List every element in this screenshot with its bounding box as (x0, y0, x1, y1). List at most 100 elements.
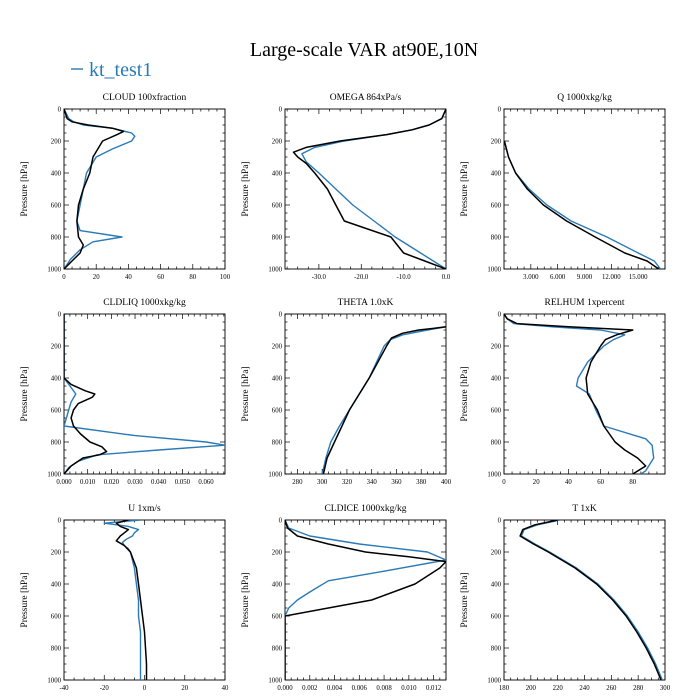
x-tick-label: 60 (597, 479, 604, 486)
series-line-kt-test1 (64, 109, 136, 269)
y-tick-label: 200 (272, 139, 283, 146)
series-line-reference (292, 109, 446, 269)
plot-frame (284, 313, 447, 475)
y-tick-label: 1000 (268, 678, 282, 685)
x-tick-label: 0.000 (56, 479, 72, 486)
y-tick-label: 200 (491, 550, 502, 557)
y-axis-label: Pressure [hPa] (241, 572, 251, 627)
y-tick-label: 200 (51, 550, 62, 557)
y-tick-label: 600 (272, 408, 283, 415)
x-tick-label: 0.020 (104, 479, 120, 486)
y-axis-label: Pressure [hPa] (241, 161, 251, 216)
y-tick-label: 1000 (487, 267, 501, 274)
y-tick-label: 400 (272, 376, 283, 383)
y-tick-label: 200 (491, 344, 502, 351)
y-tick-label: 0 (279, 518, 283, 525)
x-tick-label: 0.008 (376, 685, 392, 692)
x-tick-label: 20 (93, 274, 100, 281)
series-line-kt-test1 (520, 520, 663, 680)
x-tick-label: 0 (143, 685, 147, 692)
x-tick-label: 380 (416, 479, 427, 486)
y-tick-label: 800 (51, 646, 62, 653)
x-tick-label: 0.002 (302, 685, 318, 692)
panel-title: U 1xm/s (128, 504, 161, 514)
y-tick-label: 0 (279, 107, 283, 114)
x-tick-label: -40 (59, 685, 69, 692)
x-tick-label: 0.060 (198, 479, 214, 486)
x-tick-label: 180 (499, 685, 510, 692)
x-tick-label: 240 (579, 685, 590, 692)
chart-panel-8: CLDICE 1000xkg/kg Pressure [hPa] 0 200 400 60… (241, 504, 447, 692)
y-axis-label: Pressure [hPa] (460, 161, 470, 216)
x-tick-label: 80 (629, 479, 636, 486)
y-tick-label: 400 (51, 582, 62, 589)
x-tick-label: 300 (317, 479, 328, 486)
y-tick-label: 400 (491, 171, 502, 178)
x-tick-label: -30.0 (312, 274, 327, 281)
plot-frame (503, 519, 666, 681)
x-tick-label: 0.004 (327, 685, 343, 692)
chart-panel-4: CLDLIQ 1000xkg/kg Pressure [hPa] 0 200 400 60… (20, 298, 226, 486)
y-axis-label: Pressure [hPa] (460, 572, 470, 627)
x-tick-label: 40 (565, 479, 572, 486)
panel-title: CLOUD 100xfraction (103, 92, 187, 103)
y-tick-label: 1000 (487, 472, 501, 479)
y-tick-label: 0 (498, 312, 502, 319)
series-line-reference (519, 520, 662, 680)
x-tick-label: 0 (62, 274, 66, 281)
plot-frame (284, 519, 447, 681)
x-tick-label: 280 (292, 479, 303, 486)
x-tick-label: 40 (125, 274, 132, 281)
y-tick-label: 1000 (47, 678, 61, 685)
y-tick-label: 1000 (47, 267, 61, 274)
y-tick-label: 200 (51, 139, 62, 146)
x-tick-label: 6.000 (550, 274, 566, 281)
y-axis-label: Pressure [hPa] (241, 366, 251, 421)
y-tick-label: 800 (272, 646, 283, 653)
legend: kt_test1 (71, 59, 152, 81)
x-tick-label: 0.030 (127, 479, 143, 486)
y-tick-label: 600 (51, 614, 62, 621)
series-line-reference (504, 314, 647, 474)
y-tick-label: 0 (498, 518, 502, 525)
series-line-reference (322, 326, 446, 474)
y-tick-label: 1000 (487, 678, 501, 685)
x-tick-label: 80 (189, 274, 196, 281)
y-axis-label: Pressure [hPa] (20, 572, 30, 627)
y-tick-label: 800 (51, 440, 62, 447)
series-line-reference (64, 109, 125, 269)
y-tick-label: 1000 (268, 472, 282, 479)
x-tick-label: 9.000 (577, 274, 593, 281)
x-tick-label: 0.010 (80, 479, 96, 486)
x-tick-label: 340 (367, 479, 378, 486)
y-tick-label: 0 (58, 518, 62, 525)
panel-title: THETA 1.0xK (338, 298, 394, 308)
y-tick-label: 600 (272, 614, 283, 621)
x-tick-label: -20.0 (354, 274, 369, 281)
y-axis-label: Pressure [hPa] (20, 161, 30, 216)
y-tick-label: 800 (272, 440, 283, 447)
x-tick-label: 400 (441, 479, 452, 486)
panel-title: OMEGA 864xPa/s (330, 93, 402, 103)
series-line-kt-test1 (301, 109, 446, 269)
series-line-kt-test1 (504, 314, 655, 474)
y-tick-label: 600 (272, 203, 283, 210)
x-tick-label: 12.000 (602, 274, 621, 281)
series-line-reference (64, 314, 108, 474)
y-tick-label: 600 (491, 614, 502, 621)
x-tick-label: 0.050 (175, 479, 191, 486)
chart-panel-2: OMEGA 864xPa/s Pressure [hPa] 0 200 400 600 80… (241, 93, 451, 281)
series-line-kt-test1 (504, 140, 662, 269)
x-tick-label: 300 (660, 685, 671, 692)
y-tick-label: 0 (58, 107, 62, 114)
y-tick-label: 600 (51, 408, 62, 415)
y-tick-label: 200 (272, 550, 283, 557)
y-tick-label: 400 (272, 171, 283, 178)
plot-frame (503, 313, 666, 475)
x-tick-label: 280 (633, 685, 644, 692)
x-tick-label: 40 (222, 685, 229, 692)
